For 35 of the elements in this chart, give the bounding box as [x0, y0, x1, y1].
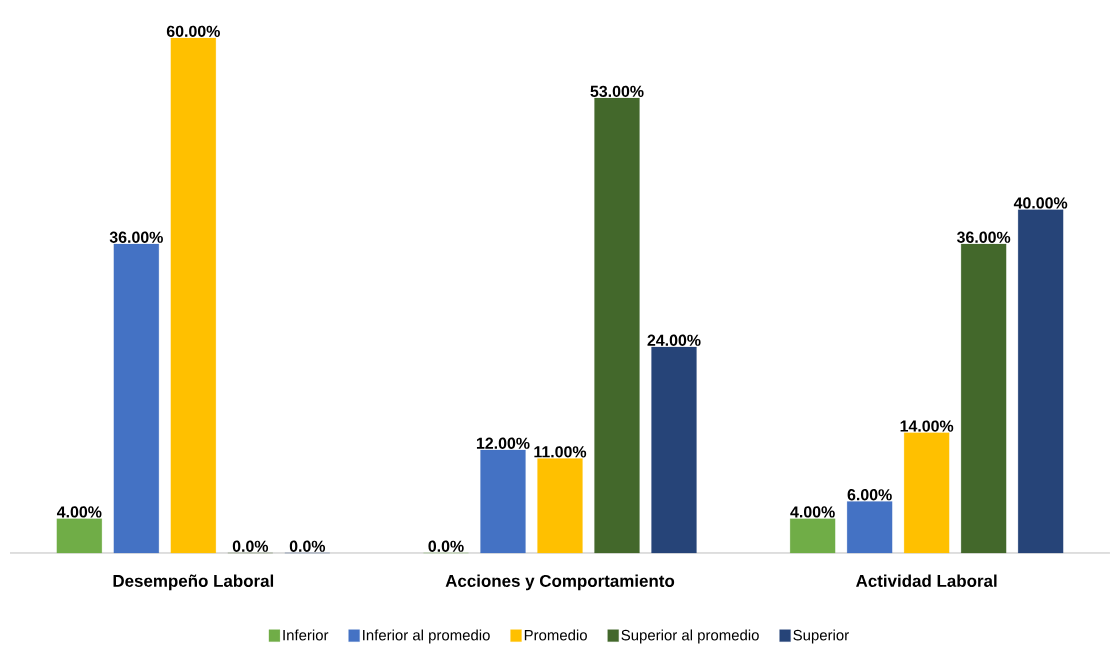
data-label: 14.00% — [900, 420, 954, 432]
bar — [480, 449, 526, 554]
bar — [594, 98, 640, 554]
bar — [961, 243, 1007, 554]
bar — [170, 37, 216, 554]
data-label: 11.00% — [534, 446, 587, 458]
x-tick-label: Desempeño Laboral — [113, 574, 274, 591]
bar — [113, 243, 159, 554]
legend-label: Superior al promedio — [621, 629, 759, 644]
bar — [56, 518, 102, 554]
data-label: 36.00% — [956, 231, 1011, 243]
x-tick-label: Acciones y Comportamiento — [445, 574, 675, 591]
data-label: 4.00% — [56, 506, 102, 518]
data-label: 6.00% — [847, 489, 892, 501]
bar — [790, 518, 836, 554]
legend-label: Promedio — [524, 629, 587, 641]
data-label: 40.00% — [1013, 197, 1068, 209]
data-label: 0.0% — [289, 540, 326, 552]
bar — [847, 501, 893, 554]
legend-label: Inferior — [283, 629, 329, 641]
data-label: 60.00% — [166, 25, 220, 37]
data-label: 12.00% — [476, 437, 530, 449]
bar — [1018, 209, 1064, 554]
data-label: 36.00% — [109, 231, 163, 243]
bar — [904, 432, 950, 554]
data-label: 0.0% — [232, 540, 269, 552]
bar — [537, 458, 583, 554]
bar — [651, 346, 697, 554]
data-label: 53.00% — [590, 85, 644, 98]
data-label: 0.0% — [428, 540, 464, 552]
data-label: 4.00% — [790, 506, 835, 518]
x-tick-label: Actividad Laboral — [856, 574, 997, 587]
data-label: 24.00% — [647, 334, 701, 346]
legend-label: Inferior al promedio — [363, 629, 490, 644]
legend-label: Superior — [793, 629, 849, 644]
